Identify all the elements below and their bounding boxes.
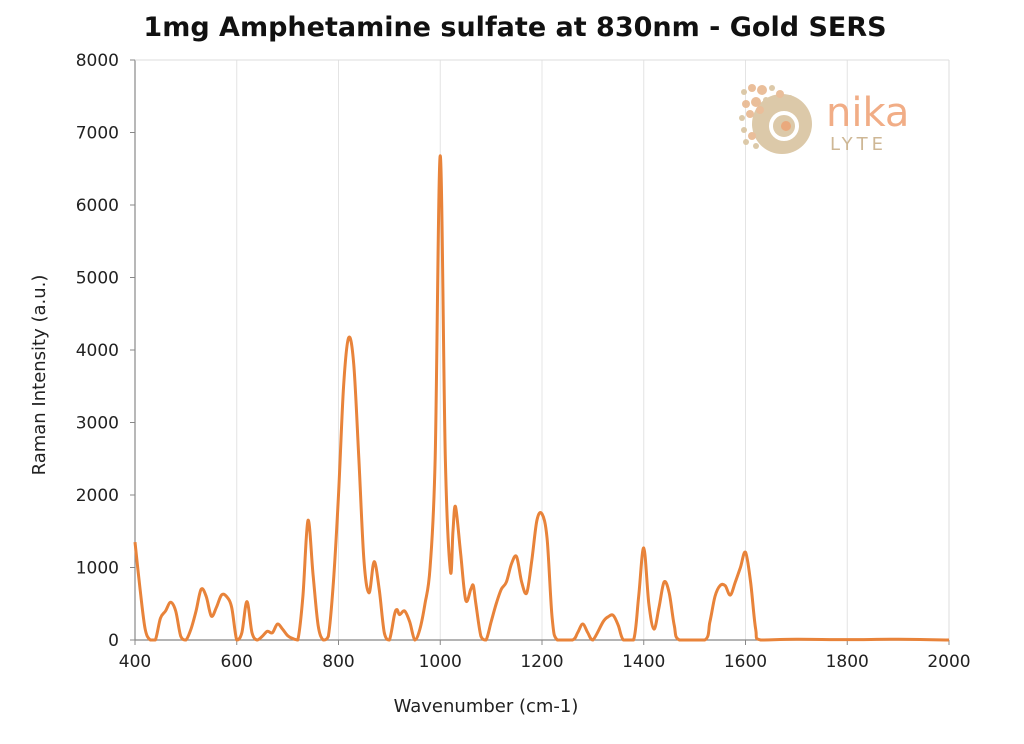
logo-dot [753, 143, 759, 149]
logo-dot [743, 139, 749, 145]
y-axis-label: Raman Intensity (a.u.) [29, 275, 50, 476]
logo-dot [756, 106, 764, 114]
logo-dot [739, 115, 745, 121]
logo-dots [739, 84, 793, 149]
logo-text-lyte: LYTE [830, 134, 887, 155]
logo-dot [757, 85, 767, 95]
logo-dot [751, 97, 761, 107]
x-tick-label: 1200 [520, 652, 563, 672]
y-tick-label: 2000 [76, 486, 119, 506]
logo-dot [741, 89, 747, 95]
logo-dot [741, 127, 747, 133]
y-tick-label: 0 [108, 631, 119, 651]
y-tick-label: 8000 [76, 51, 119, 71]
logo-dot [769, 85, 775, 91]
chart-title: 1mg Amphetamine sulfate at 830nm - Gold … [143, 12, 887, 43]
spectrum-line [133, 154, 950, 642]
logo-eye-icon [769, 111, 799, 141]
x-tick-label: 800 [322, 652, 354, 672]
logo-dot [746, 110, 754, 118]
logo-dot [787, 95, 793, 101]
logo-dot [748, 132, 756, 140]
tick-labels: 400 600 800 1000 1200 1400 1600 1800 2000 0 1000 20… [76, 51, 971, 672]
nikalyte-logo: nika LYTE [739, 84, 909, 155]
x-tick-label: 1600 [724, 652, 767, 672]
axes [130, 59, 950, 645]
x-tick-label: 2000 [927, 652, 970, 672]
logo-dot [742, 100, 750, 108]
logo-dot [763, 97, 769, 103]
y-tick-label: 1000 [76, 559, 119, 579]
y-tick-label: 5000 [76, 269, 119, 289]
x-tick-label: 1000 [419, 652, 462, 672]
logo-text-nika: nika [826, 90, 909, 136]
x-tick-label: 400 [119, 652, 151, 672]
y-tick-label: 6000 [76, 196, 119, 216]
x-tick-label: 1400 [622, 652, 665, 672]
logo-dot [776, 90, 784, 98]
x-tick-label: 600 [221, 652, 253, 672]
logo-dot [748, 84, 756, 92]
x-tick-label: 1800 [826, 652, 869, 672]
y-tick-label: 4000 [76, 341, 119, 361]
logo-pupil [781, 121, 791, 131]
x-axis-label: Wavenumber (cm-1) [394, 696, 579, 717]
y-tick-label: 7000 [76, 124, 119, 144]
y-tick-label: 3000 [76, 414, 119, 434]
